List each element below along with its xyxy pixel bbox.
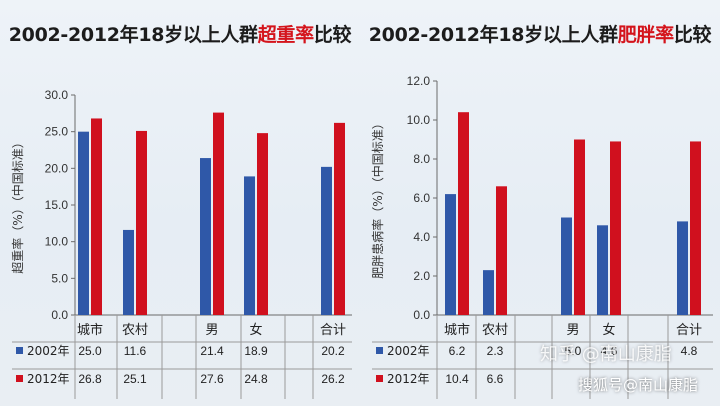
y-tick-label: 10.0 bbox=[45, 235, 69, 249]
category-label: 女 bbox=[249, 322, 262, 338]
bar-2002-2 bbox=[200, 158, 211, 315]
data-label: 21.4 bbox=[200, 344, 224, 358]
chart-title-highlight: 超重率 bbox=[257, 24, 314, 46]
category-label: 女 bbox=[602, 322, 615, 338]
legend-swatch bbox=[376, 347, 383, 354]
bar-2002-4 bbox=[677, 221, 688, 315]
data-label: 5.0 bbox=[565, 344, 582, 358]
data-label: 2.3 bbox=[487, 344, 504, 358]
bar-2002-2 bbox=[561, 217, 572, 315]
data-label: 10.4 bbox=[445, 372, 469, 386]
legend-swatch bbox=[16, 375, 23, 382]
y-tick-label: 15.0 bbox=[45, 198, 69, 212]
bar-2002-0 bbox=[445, 194, 456, 315]
data-label: 25.1 bbox=[123, 372, 147, 386]
data-label: 26.2 bbox=[321, 372, 345, 386]
data-label: 6.2 bbox=[449, 344, 466, 358]
bar-2012-4 bbox=[334, 122, 345, 315]
data-label: 27.6 bbox=[200, 372, 224, 386]
category-label: 城市 bbox=[444, 322, 470, 338]
y-tick-label: 12.0 bbox=[407, 74, 431, 88]
data-label: 4.6 bbox=[601, 344, 618, 358]
bar-2012-1 bbox=[136, 130, 147, 315]
y-tick-label: 0.0 bbox=[413, 308, 430, 322]
category-label: 合计 bbox=[676, 323, 702, 338]
zhihu-watermark: 知乎 @南山康脂 bbox=[540, 344, 672, 365]
legend-swatch bbox=[376, 375, 383, 382]
bar-2002-0 bbox=[78, 131, 89, 315]
bar-2012-3 bbox=[610, 141, 621, 315]
overweight-chart-panel: 2002-2012年18岁以上人群超重率比较 0.0 5.0 10.0 15.0 20.… bbox=[0, 20, 360, 399]
data-label: 25.0 bbox=[78, 344, 102, 358]
overweight-bar-chart: 0.0 5.0 10.0 15.0 20.0 25.0 30.0 超重率（%）（中国标准） 城市… bbox=[10, 88, 352, 399]
data-label: 6.6 bbox=[487, 372, 504, 386]
bar-2002-3 bbox=[244, 176, 255, 315]
sohu-watermark: 搜狐号@南山康脂 bbox=[578, 376, 699, 394]
y-tick-label: 2.0 bbox=[413, 269, 430, 283]
y-tick-label: 10.0 bbox=[407, 113, 431, 127]
data-label: 24.8 bbox=[244, 372, 268, 386]
y-tick-label: 0.0 bbox=[51, 308, 68, 322]
y-tick-label: 30.0 bbox=[45, 88, 69, 102]
category-label: 农村 bbox=[482, 323, 508, 338]
y-tick-label: 4.0 bbox=[413, 230, 430, 244]
chart-title-prefix: 2002-2012年18岁以上人群 bbox=[368, 24, 618, 46]
bar-2002-1 bbox=[483, 270, 494, 315]
data-label: 18.9 bbox=[244, 344, 268, 358]
obesity-chart-panel: 2002-2012年18岁以上人群肥胖率比较 0.0 2.0 4.0 6.0 8.0 10… bbox=[360, 0, 720, 406]
legend-label: 2002年 bbox=[387, 344, 430, 358]
obesity-bar-chart: 0.0 2.0 4.0 6.0 8.0 10.0 12.0 肥胖患病率（%）（中国标准） 城市农… bbox=[370, 74, 713, 399]
bar-2012-0 bbox=[91, 118, 102, 315]
chart-title-suffix: 比较 bbox=[313, 24, 352, 46]
y-tick-label: 8.0 bbox=[413, 152, 430, 166]
category-label: 农村 bbox=[122, 323, 148, 338]
data-label: 26.8 bbox=[78, 372, 102, 386]
y-axis-title: 超重率（%）（中国标准） bbox=[10, 136, 25, 273]
bar-2002-1 bbox=[123, 229, 134, 315]
category-label: 男 bbox=[566, 323, 579, 338]
bar-2012-2 bbox=[574, 139, 585, 315]
bar-2012-1 bbox=[496, 186, 507, 315]
data-label: 11.6 bbox=[124, 344, 147, 358]
category-label: 男 bbox=[205, 323, 218, 338]
bar-2012-4 bbox=[690, 141, 701, 315]
bar-2002-4 bbox=[321, 166, 332, 315]
category-label: 合计 bbox=[320, 323, 346, 338]
category-label: 城市 bbox=[77, 322, 103, 338]
chart-title-prefix: 2002-2012年18岁以上人群 bbox=[8, 24, 258, 46]
bar-2002-3 bbox=[597, 225, 608, 315]
data-label: 4.8 bbox=[681, 344, 698, 358]
bar-2012-0 bbox=[458, 112, 469, 315]
chart-title-suffix: 比较 bbox=[673, 24, 712, 46]
y-tick-label: 5.0 bbox=[51, 271, 68, 285]
chart-title: 2002-2012年18岁以上人群肥胖率比较 bbox=[360, 20, 720, 47]
y-axis-title: 肥胖患病率（%）（中国标准） bbox=[370, 117, 385, 278]
legend-label: 2002年 bbox=[27, 344, 70, 358]
y-tick-label: 25.0 bbox=[45, 125, 69, 139]
y-tick-label: 6.0 bbox=[413, 191, 430, 205]
bar-2012-3 bbox=[257, 133, 268, 315]
legend-label: 2012年 bbox=[27, 372, 70, 386]
y-tick-label: 20.0 bbox=[45, 161, 69, 175]
bar-2012-2 bbox=[213, 112, 224, 315]
data-label: 20.2 bbox=[321, 344, 345, 358]
legend-swatch bbox=[16, 347, 23, 354]
chart-title: 2002-2012年18岁以上人群超重率比较 bbox=[0, 20, 360, 47]
legend-label: 2012年 bbox=[387, 372, 430, 386]
chart-title-highlight: 肥胖率 bbox=[617, 24, 674, 46]
